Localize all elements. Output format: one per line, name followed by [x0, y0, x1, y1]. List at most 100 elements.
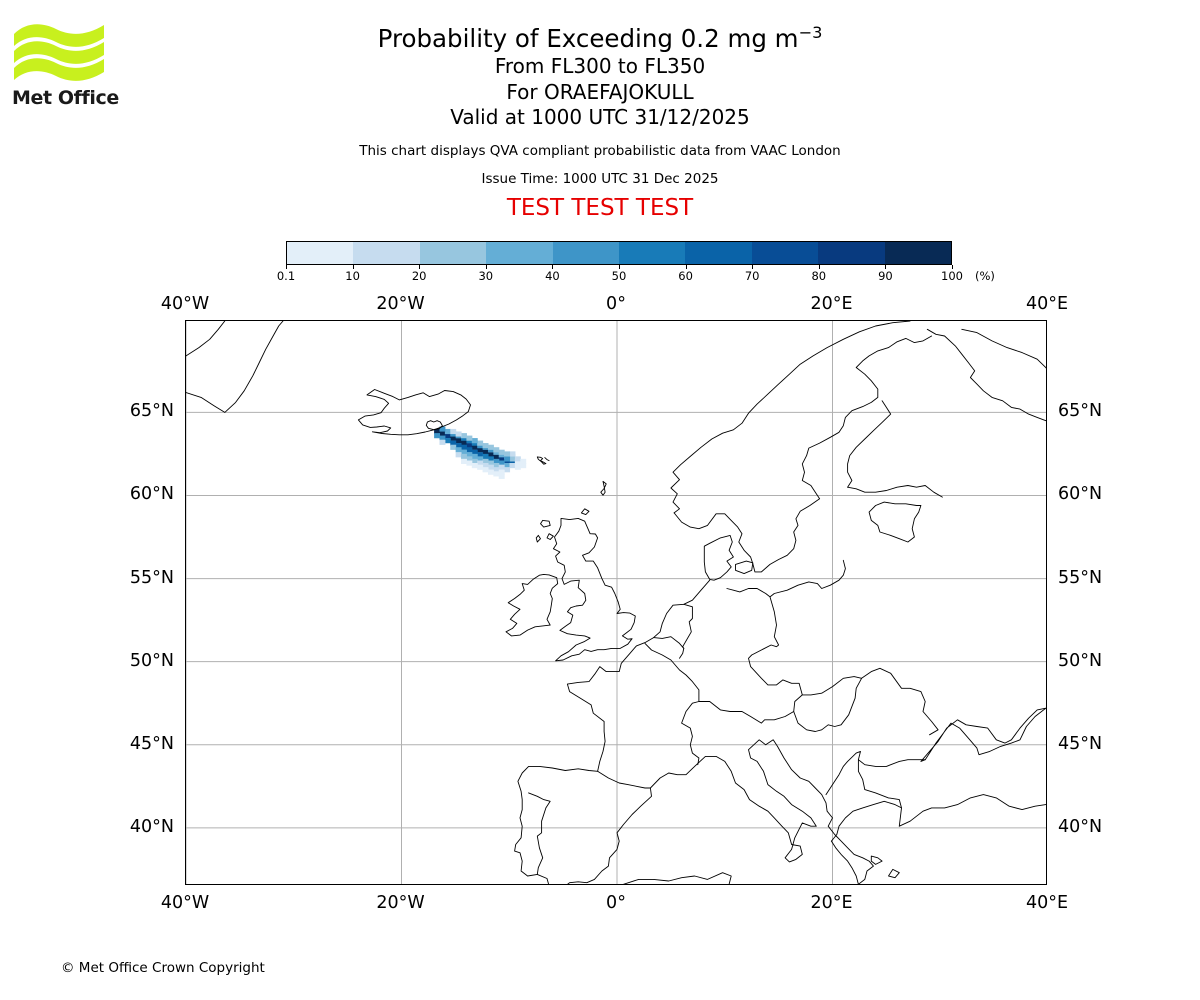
coastline — [830, 800, 902, 842]
lon-tick-label-top: 40°W — [160, 294, 210, 314]
plume-cell — [450, 435, 457, 441]
plume-cell — [482, 458, 489, 464]
colorbar-ticklabel: 20 — [411, 269, 427, 283]
lat-tick-label-right: 50°N — [1058, 650, 1103, 671]
coastlines-layer — [186, 321, 1046, 884]
plume-cell — [461, 449, 467, 455]
plume-cell — [493, 447, 500, 453]
plume-cell — [477, 440, 484, 446]
coastline — [425, 420, 443, 431]
colorbar-swatch-3 — [486, 242, 553, 264]
plume-cell — [477, 464, 484, 470]
coastline — [535, 534, 541, 543]
lon-tick-label-bottom: 20°E — [810, 893, 853, 913]
plume-cell — [466, 456, 473, 462]
colorbar-ticklabel: 40 — [545, 269, 560, 283]
plume-cell — [455, 431, 462, 437]
plume-cell — [471, 453, 478, 460]
copyright-text: © Met Office Crown Copyright — [61, 960, 265, 976]
plume-cell — [477, 456, 484, 462]
plume-cell — [498, 456, 505, 462]
coastline — [735, 560, 754, 575]
plume-cell — [450, 444, 457, 450]
colorbar-swatch-5 — [619, 242, 686, 264]
colorbar-swatch-6 — [685, 242, 752, 264]
plume-cell — [466, 447, 473, 453]
colorbar-swatch-0 — [287, 242, 354, 264]
colorbar-tickmark — [552, 265, 554, 269]
lat-tick-label-left: 50°N — [129, 650, 174, 671]
colorbar-tickmark — [885, 265, 887, 269]
colorbar-swatch-9 — [884, 242, 952, 264]
plume-cell — [498, 473, 505, 479]
plume-cell — [439, 435, 446, 441]
plume-cell — [504, 467, 511, 473]
plume-cell — [514, 464, 521, 470]
plume-cell — [455, 447, 462, 453]
test-banner: TEST TEST TEST — [506, 194, 694, 221]
lat-tick-label-right: 60°N — [1058, 484, 1103, 505]
coastline — [698, 596, 803, 724]
plume-cell — [466, 460, 473, 466]
plume-cell — [487, 460, 494, 466]
coastline — [186, 321, 284, 413]
coastline — [536, 456, 547, 465]
colorbar-ticklabel: 70 — [744, 269, 760, 283]
plume-cell — [466, 435, 473, 441]
plume-cell — [471, 438, 478, 444]
colorbar-tickmark — [685, 265, 687, 269]
plume-cell — [504, 451, 511, 457]
coastline — [868, 501, 922, 543]
coastline — [540, 519, 551, 528]
plume-cell — [487, 469, 494, 475]
coastline — [898, 794, 1046, 827]
colorbar-ticklabel: 0.1 — [276, 269, 296, 283]
coastline — [528, 792, 551, 875]
colorbar-ticklabel: 30 — [478, 269, 494, 283]
main-title-text: Probability of Exceeding 0.2 mg m — [377, 24, 799, 53]
coastline — [847, 400, 892, 488]
plume-cell — [477, 447, 484, 453]
plume-cell — [477, 460, 484, 466]
plume-cell — [498, 460, 505, 466]
lon-tick-label-bottom: 0° — [606, 893, 626, 913]
plume-cell — [450, 440, 457, 446]
coastline — [793, 676, 863, 732]
coastline — [580, 508, 590, 516]
met-office-logo-text: Met Office — [12, 87, 119, 109]
coastline — [505, 573, 559, 637]
colorbar-ticklabel: 50 — [611, 269, 627, 283]
colorbar-tickmark — [619, 265, 620, 269]
plume-cell — [482, 453, 489, 460]
chart-title-block: Probability of Exceeding 0.2 mg m−3 From… — [130, 24, 1070, 222]
plume-cell — [482, 463, 489, 469]
lat-tick-label-left: 40°N — [129, 816, 174, 837]
coastline — [825, 750, 926, 796]
plume-cell — [455, 452, 462, 458]
plume-cell — [434, 433, 441, 439]
lat-tick-label-right: 45°N — [1058, 733, 1103, 754]
plume-cell — [455, 438, 462, 444]
colorbar-ticklabel: 90 — [878, 269, 893, 283]
coastline — [186, 321, 226, 357]
plume-cell — [514, 456, 521, 462]
colorbar-swatch-8 — [818, 242, 885, 264]
plume-cell — [444, 438, 451, 444]
colorbar-swatch-7 — [751, 242, 819, 264]
colorbar-swatch-2 — [419, 242, 487, 264]
plume-cell — [487, 464, 494, 470]
plume-cell — [498, 464, 505, 470]
plume-cell — [444, 433, 451, 439]
ash-plume-layer — [434, 426, 527, 479]
plume-cell — [471, 463, 478, 469]
plume-cell — [520, 458, 527, 464]
lon-tick-label-top: 20°W — [376, 294, 425, 314]
probability-colorbar: 0.1 10 20 30 40 50 60 70 80 90 100 — [277, 241, 963, 283]
coastline — [600, 480, 607, 496]
colorbar-tickmark — [419, 265, 421, 269]
colorbar-ticklabel: 100 — [941, 269, 963, 283]
coastline — [847, 485, 943, 498]
lon-tick-label-bottom: 40°W — [160, 893, 210, 913]
coastline — [670, 321, 911, 514]
coastline — [926, 328, 1046, 422]
